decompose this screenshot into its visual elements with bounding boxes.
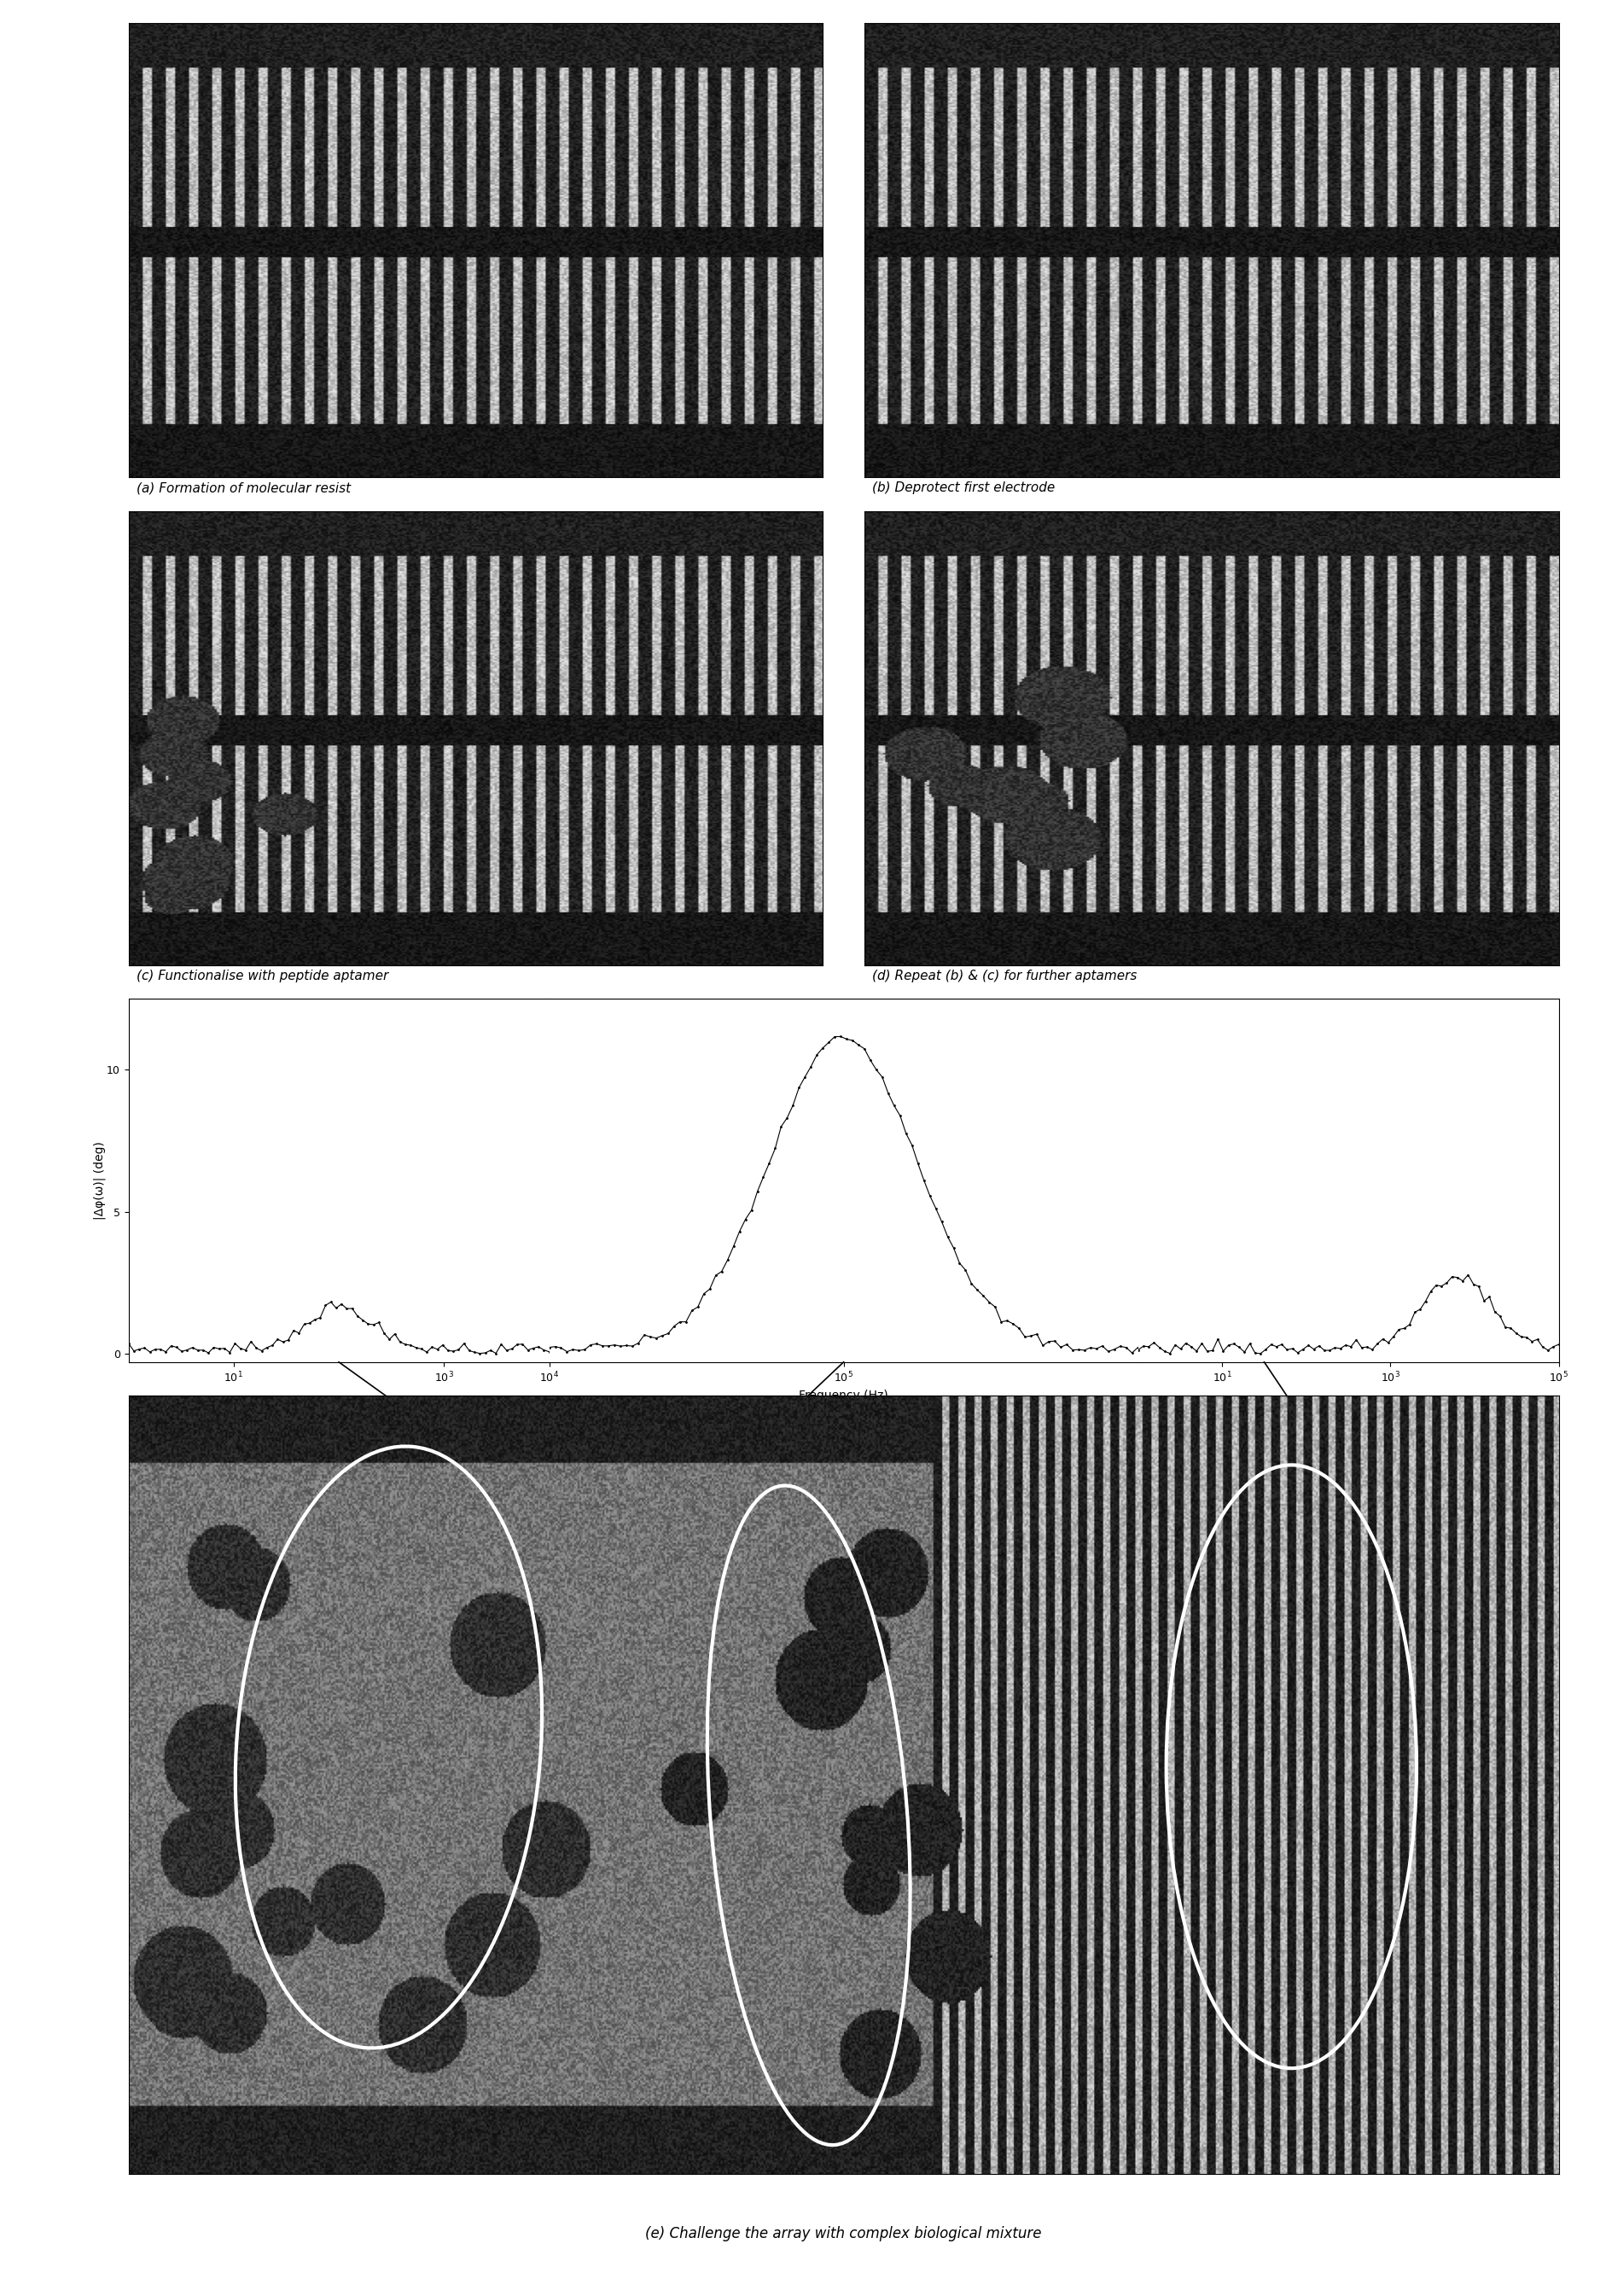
X-axis label: Frequency (Hz): Frequency (Hz) bbox=[798, 1389, 888, 1401]
Text: (a) Formation of molecular resist: (a) Formation of molecular resist bbox=[137, 482, 350, 494]
Text: (c) Functionalise with peptide aptamer: (c) Functionalise with peptide aptamer bbox=[137, 969, 389, 983]
Text: (d) Repeat (b) & (c) for further aptamers: (d) Repeat (b) & (c) for further aptamer… bbox=[872, 969, 1137, 983]
Text: (e) Challenge the array with complex biological mixture: (e) Challenge the array with complex bio… bbox=[646, 2227, 1041, 2241]
Text: (b) Deprotect first electrode: (b) Deprotect first electrode bbox=[872, 482, 1055, 494]
Y-axis label: |Δφ(ω)| (deg): |Δφ(ω)| (deg) bbox=[93, 1141, 106, 1219]
